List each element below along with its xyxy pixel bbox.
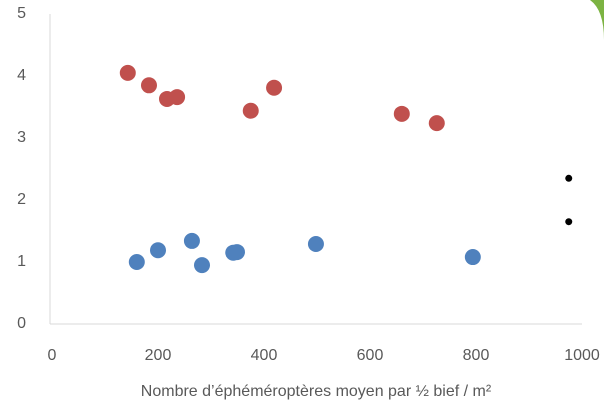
- x-axis-title: Nombre d’éphéméroptères moyen par ½ bief…: [141, 383, 492, 400]
- point: [150, 242, 166, 259]
- point: [307, 236, 324, 253]
- x-tick-label: 200: [145, 347, 172, 364]
- point: [428, 115, 445, 132]
- x-tick-label: 800: [463, 347, 490, 364]
- x-tick-label: 600: [357, 347, 384, 364]
- point: [565, 218, 573, 226]
- point: [393, 105, 410, 122]
- point: [128, 254, 145, 270]
- x-tick-label: 400: [251, 347, 278, 364]
- point: [464, 249, 481, 266]
- point: [183, 232, 200, 249]
- x-tick-label: 0: [48, 347, 57, 364]
- point: [119, 64, 136, 81]
- y-tick-label: 2: [17, 191, 26, 208]
- y-tick-label: 5: [17, 5, 26, 22]
- point: [140, 77, 157, 94]
- point: [242, 102, 259, 119]
- y-tick-label: 4: [17, 67, 26, 84]
- point: [228, 244, 245, 261]
- point: [193, 257, 210, 274]
- y-tick-label: 0: [17, 315, 26, 332]
- y-tick-label: 3: [17, 129, 26, 146]
- y-tick-label: 1: [17, 253, 26, 270]
- point: [169, 89, 186, 106]
- x-tick-label: 1000: [564, 347, 600, 364]
- decoration: [590, 0, 604, 40]
- point: [565, 174, 573, 182]
- point: [266, 79, 283, 96]
